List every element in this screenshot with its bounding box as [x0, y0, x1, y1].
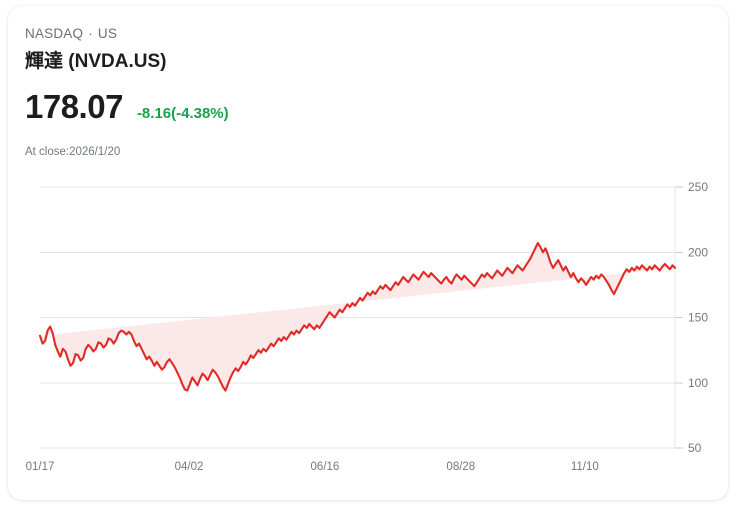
price-change: -8.16(-4.38%) [136, 105, 229, 122]
svg-text:11/10: 11/10 [571, 461, 599, 473]
chart-gridlines [40, 186, 675, 449]
x-axis-labels: 01/17 04/02 06/16 08/28 11/10 [26, 461, 599, 473]
price-area-fill [40, 243, 675, 391]
stock-quote-card: NASDAQ · US 輝達 (NVDA.US) 178.07 -8.16(-4.3… [8, 6, 728, 500]
svg-text:250: 250 [688, 180, 708, 194]
exchange-region-line: NASDAQ · US [25, 26, 117, 41]
svg-text:200: 200 [688, 245, 708, 259]
svg-text:100: 100 [688, 376, 708, 390]
svg-text:08/28: 08/28 [446, 461, 475, 473]
svg-text:150: 150 [688, 311, 708, 325]
market-status: At close:2026/1/20 [25, 146, 121, 158]
price-row: 178.07 -8.16(-4.38%) [25, 88, 229, 126]
svg-text:04/02: 04/02 [175, 461, 204, 473]
y-axis-ticks [675, 186, 683, 449]
svg-text:01/17: 01/17 [26, 461, 55, 473]
price-line [38, 242, 677, 392]
exchange-label: NASDAQ [25, 26, 84, 41]
svg-text:06/16: 06/16 [311, 461, 340, 473]
page-title: 輝達 (NVDA.US) [25, 51, 167, 72]
y-axis-labels: 250 200 150 100 50 [688, 180, 708, 455]
last-price: 178.07 [25, 88, 123, 125]
region-label: US [97, 26, 118, 41]
separator-dot: · [88, 26, 93, 41]
price-chart-svg[interactable]: 250 200 150 100 50 01/17 04/02 06/16 08/28 11/10 [8, 166, 728, 486]
price-chart[interactable]: 250 200 150 100 50 01/17 04/02 06/16 08/28 11/10 [8, 166, 728, 486]
svg-text:50: 50 [688, 441, 702, 455]
